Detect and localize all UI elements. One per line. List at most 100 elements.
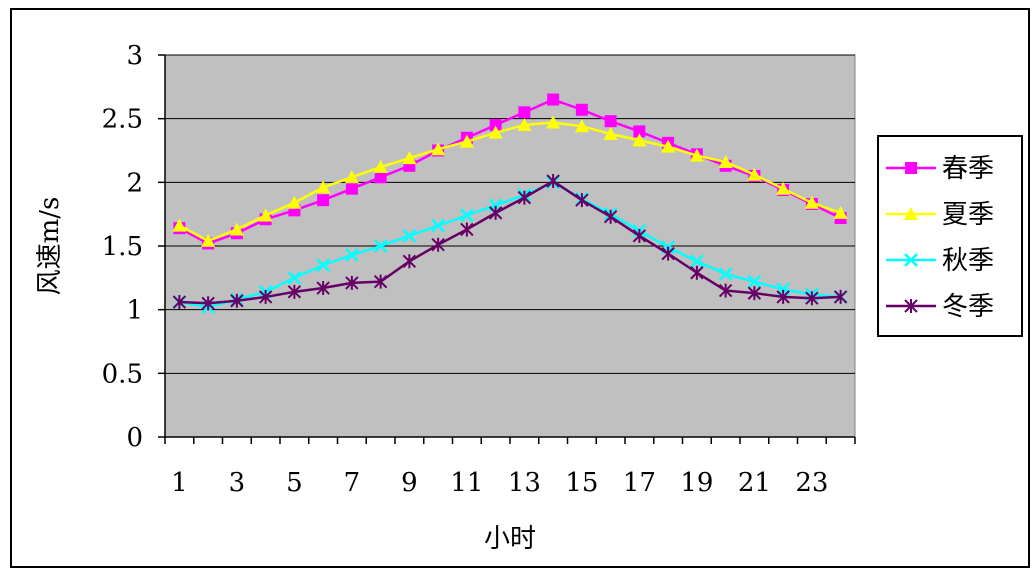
marker-square [547, 93, 560, 106]
x-tick-label: 7 [344, 468, 361, 498]
x-tick-label: 13 [508, 468, 541, 498]
marker-x [344, 248, 359, 262]
marker-star [632, 228, 647, 243]
legend-item: 春季 [886, 154, 994, 184]
series-star [172, 174, 848, 311]
series-group [172, 93, 848, 315]
marker-star [776, 289, 790, 304]
marker-square [317, 194, 330, 207]
marker-x [747, 274, 762, 289]
y-tick-label: 1 [126, 296, 143, 326]
marker-star [603, 209, 618, 224]
marker-star [431, 237, 445, 252]
marker-x [287, 270, 302, 285]
marker-x [718, 267, 733, 281]
marker-star [805, 291, 819, 306]
marker-triangle [201, 233, 216, 247]
marker-triangle [431, 142, 446, 156]
marker-triangle [373, 160, 388, 174]
x-tick-label: 15 [565, 468, 598, 498]
legend-label: 秋季 [942, 246, 994, 276]
marker-star [201, 296, 215, 311]
marker-square [489, 119, 502, 132]
marker-star [833, 289, 848, 304]
marker-triangle [904, 207, 918, 220]
marker-x [689, 254, 704, 269]
marker-x [459, 208, 474, 223]
x-tick-label: 17 [623, 468, 656, 498]
marker-triangle [402, 151, 417, 165]
marker-x [402, 228, 417, 243]
y-tick-label: 0 [126, 423, 143, 453]
y-tick-label: 0.5 [102, 359, 143, 389]
marker-star [718, 283, 733, 298]
marker-square [604, 115, 617, 128]
marker-square [345, 182, 358, 195]
x-axis-title: 小时 [484, 524, 536, 554]
marker-star [690, 265, 704, 280]
marker-triangle [258, 208, 273, 222]
x-tick-label: 21 [738, 468, 771, 498]
legend-label: 春季 [942, 154, 994, 184]
marker-star [373, 274, 388, 289]
marker-star [575, 193, 589, 208]
marker-square [575, 103, 588, 116]
y-axis-title: 风速m/s [35, 197, 65, 296]
y-tick-label: 1.5 [102, 232, 143, 262]
y-tick-label: 2 [126, 168, 143, 198]
marker-x [431, 218, 446, 233]
marker-star [517, 190, 532, 205]
marker-square [905, 162, 917, 174]
marker-star [316, 281, 330, 296]
chart-frame [10, 8, 1030, 568]
marker-triangle [603, 126, 618, 140]
x-tick-label: 5 [286, 468, 303, 498]
marker-triangle [718, 154, 733, 168]
marker-star [661, 246, 675, 261]
marker-star [747, 286, 762, 301]
marker-triangle [316, 180, 331, 194]
marker-star [345, 275, 359, 290]
x-tick-label: 23 [795, 468, 828, 498]
marker-triangle [689, 148, 704, 162]
marker-triangle [833, 205, 848, 219]
x-tick-label: 3 [229, 468, 246, 498]
x-tick-label: 19 [680, 468, 713, 498]
marker-star [546, 174, 560, 189]
marker-star [287, 284, 302, 299]
x-tick-label: 1 [171, 468, 188, 498]
marker-x [904, 253, 918, 267]
legend-box [877, 135, 1023, 337]
x-tick-label: 11 [450, 468, 483, 498]
marker-triangle [488, 125, 503, 139]
marker-star [904, 299, 918, 313]
y-tick-label: 3 [126, 41, 143, 71]
legend-item: 秋季 [886, 246, 994, 276]
y-tick-label: 2.5 [102, 105, 143, 135]
marker-triangle [459, 134, 474, 148]
legend-label: 夏季 [942, 200, 994, 230]
marker-triangle [804, 195, 819, 209]
marker-triangle [229, 222, 244, 236]
marker-star [402, 254, 417, 269]
marker-triangle [776, 181, 791, 195]
legend-label: 冬季 [942, 292, 994, 322]
series-line [179, 180, 841, 309]
marker-x [316, 258, 331, 272]
marker-triangle [344, 170, 359, 184]
marker-x [373, 239, 388, 253]
series-line [179, 179, 841, 305]
marker-star [258, 289, 273, 304]
x-axis-ticks: 1 3 5 7 9 11 13 15 17 19 21 23 [164, 437, 856, 498]
marker-triangle [517, 118, 532, 132]
marker-star [460, 222, 474, 237]
marker-triangle [747, 167, 762, 181]
marker-star [172, 295, 187, 310]
legend-item: 夏季 [886, 200, 994, 230]
marker-triangle [287, 195, 302, 209]
y-axis-ticks: 0 0.5 1 1.5 2 2.5 3 [102, 41, 165, 453]
marker-triangle [172, 218, 187, 232]
marker-triangle [632, 133, 647, 147]
